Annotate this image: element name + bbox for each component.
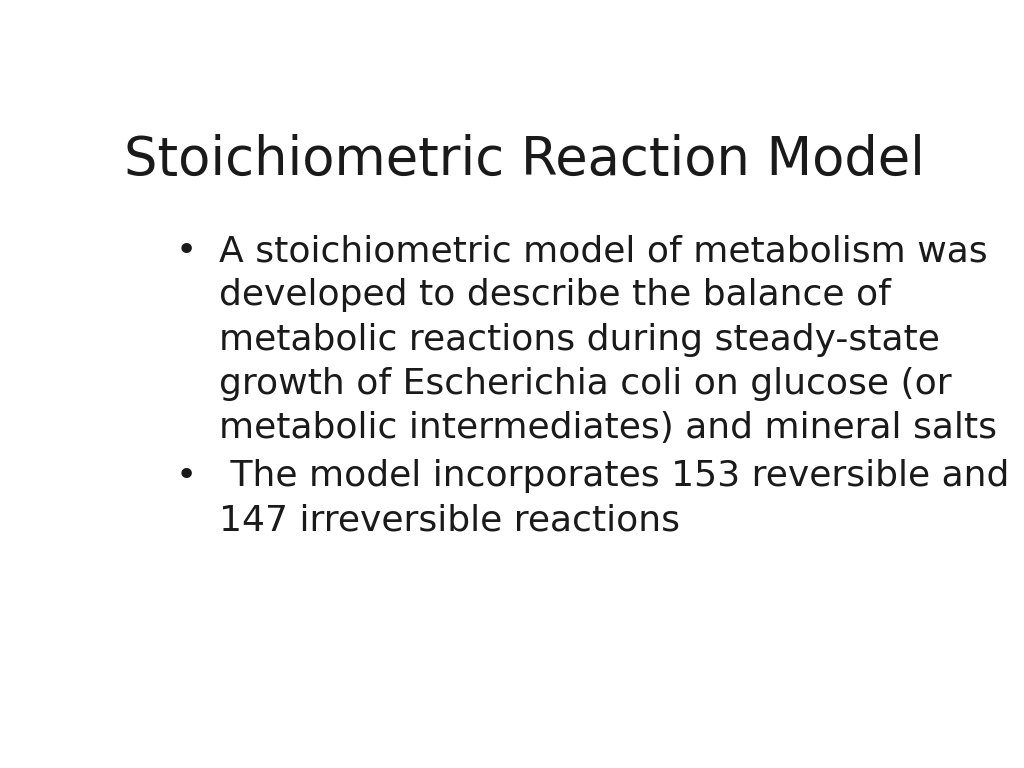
Text: •: • [176, 458, 197, 493]
Text: •: • [176, 234, 197, 268]
Text: 147 irreversible reactions: 147 irreversible reactions [219, 503, 680, 537]
Text: A stoichiometric model of metabolism was: A stoichiometric model of metabolism was [219, 234, 988, 268]
Text: developed to describe the balance of: developed to describe the balance of [219, 279, 891, 313]
Text: metabolic reactions during steady-state: metabolic reactions during steady-state [219, 323, 940, 357]
Text: metabolic intermediates) and mineral salts: metabolic intermediates) and mineral sal… [219, 412, 997, 445]
Text: growth of Escherichia coli on glucose (or: growth of Escherichia coli on glucose (o… [219, 367, 952, 401]
Text: The model incorporates 153 reversible and: The model incorporates 153 reversible an… [219, 458, 1010, 493]
Text: Stoichiometric Reaction Model: Stoichiometric Reaction Model [124, 134, 926, 186]
